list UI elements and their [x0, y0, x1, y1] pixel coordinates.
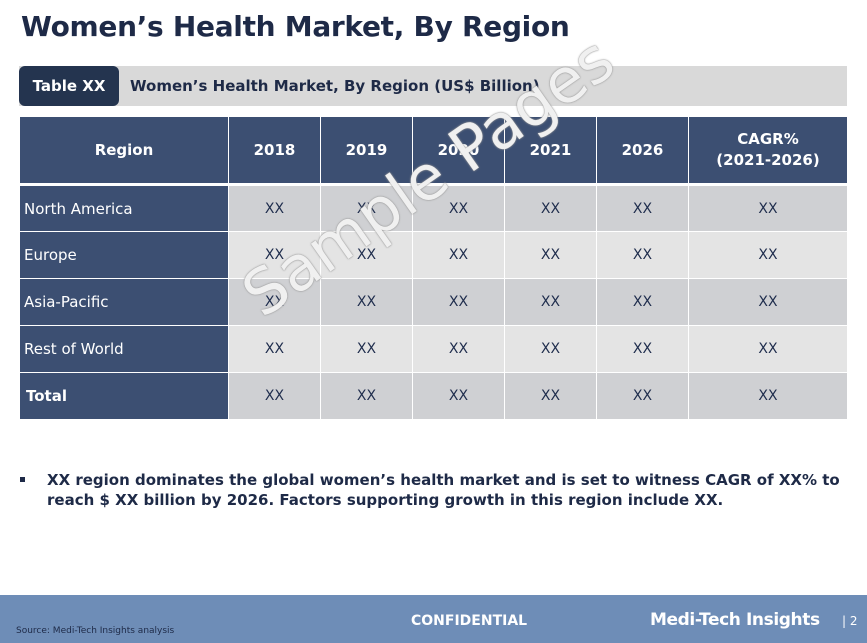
- footer-bar: Source: Medi-Tech Insights analysis CONF…: [0, 595, 867, 643]
- cagr-header-line1: CAGR%: [737, 130, 799, 148]
- value-cell: XX: [320, 325, 413, 373]
- column-header: 2021: [504, 116, 597, 186]
- value-cell: XX: [412, 184, 505, 232]
- value-cell: XX: [412, 231, 505, 279]
- value-cell: XX: [320, 278, 413, 326]
- cagr-header-line2: (2021-2026): [716, 151, 820, 169]
- value-cell: XX: [228, 231, 321, 279]
- value-cell: XX: [412, 372, 505, 420]
- value-cell: XX: [688, 184, 848, 232]
- page-number: | 2: [842, 614, 858, 628]
- column-header: 2026: [596, 116, 689, 186]
- table-number-tag: Table XX: [19, 66, 119, 106]
- value-cell: XX: [228, 278, 321, 326]
- table-row: Asia-Pacific XX XX XX XX XX XX: [19, 278, 848, 326]
- column-header: 2018: [228, 116, 321, 186]
- brand-logo: Medi-Tech Insights: [650, 610, 820, 630]
- bullet-square-icon: [20, 477, 25, 482]
- table-row: North America XX XX XX XX XX XX: [19, 184, 848, 232]
- value-cell: XX: [596, 184, 689, 232]
- bullet-point: XX region dominates the global women’s h…: [20, 470, 845, 510]
- region-cell: North America: [19, 184, 229, 232]
- value-cell: XX: [412, 278, 505, 326]
- region-cell: Europe: [19, 231, 229, 279]
- value-cell: XX: [228, 325, 321, 373]
- region-cell: Total: [19, 372, 229, 420]
- source-note: Source: Medi-Tech Insights analysis: [16, 626, 175, 636]
- value-cell: XX: [504, 325, 597, 373]
- value-cell: XX: [596, 278, 689, 326]
- value-cell: XX: [688, 325, 848, 373]
- value-cell: XX: [688, 231, 848, 279]
- bullet-text: XX region dominates the global women’s h…: [47, 471, 840, 509]
- value-cell: XX: [504, 372, 597, 420]
- table-row: Europe XX XX XX XX XX XX: [19, 231, 848, 279]
- page-title: Women’s Health Market, By Region: [21, 10, 570, 43]
- value-cell: XX: [320, 372, 413, 420]
- table-header-row: Region 2018 2019 2020 2021 2026 CAGR% (2…: [19, 116, 848, 186]
- confidential-label: CONFIDENTIAL: [411, 613, 528, 629]
- value-cell: XX: [320, 231, 413, 279]
- table-row: Total XX XX XX XX XX XX: [19, 372, 848, 420]
- value-cell: XX: [688, 372, 848, 420]
- column-header: 2020: [412, 116, 505, 186]
- value-cell: XX: [504, 231, 597, 279]
- value-cell: XX: [688, 278, 848, 326]
- value-cell: XX: [596, 325, 689, 373]
- value-cell: XX: [596, 231, 689, 279]
- value-cell: XX: [412, 325, 505, 373]
- column-header-cagr: CAGR% (2021-2026): [688, 116, 848, 186]
- table-caption-bar: Table XX Women’s Health Market, By Regio…: [19, 66, 847, 106]
- value-cell: XX: [320, 184, 413, 232]
- value-cell: XX: [504, 278, 597, 326]
- value-cell: XX: [596, 372, 689, 420]
- column-header: 2019: [320, 116, 413, 186]
- value-cell: XX: [228, 372, 321, 420]
- region-cell: Asia-Pacific: [19, 278, 229, 326]
- table-row: Rest of World XX XX XX XX XX XX: [19, 325, 848, 373]
- value-cell: XX: [504, 184, 597, 232]
- region-market-table: Region 2018 2019 2020 2021 2026 CAGR% (2…: [19, 116, 848, 420]
- region-cell: Rest of World: [19, 325, 229, 373]
- value-cell: XX: [228, 184, 321, 232]
- table-caption-text: Women’s Health Market, By Region (US$ Bi…: [130, 77, 540, 95]
- column-header: Region: [19, 116, 229, 186]
